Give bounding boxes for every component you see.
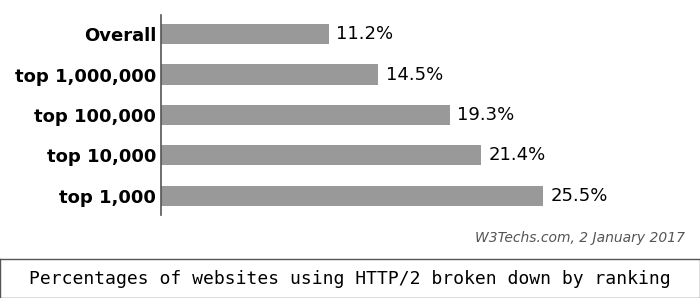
Text: 11.2%: 11.2%	[336, 25, 393, 43]
Text: 19.3%: 19.3%	[458, 106, 514, 124]
Text: 14.5%: 14.5%	[386, 66, 443, 83]
Bar	[161, 105, 450, 125]
Bar	[161, 24, 329, 44]
Bar	[161, 64, 378, 85]
Text: Percentages of websites using HTTP/2 broken down by ranking: Percentages of websites using HTTP/2 bro…	[29, 270, 671, 288]
Text: W3Techs.com, 2 January 2017: W3Techs.com, 2 January 2017	[475, 231, 685, 245]
Bar	[161, 186, 542, 206]
Bar	[161, 145, 482, 165]
Text: 21.4%: 21.4%	[489, 146, 546, 164]
Text: 25.5%: 25.5%	[550, 187, 608, 205]
